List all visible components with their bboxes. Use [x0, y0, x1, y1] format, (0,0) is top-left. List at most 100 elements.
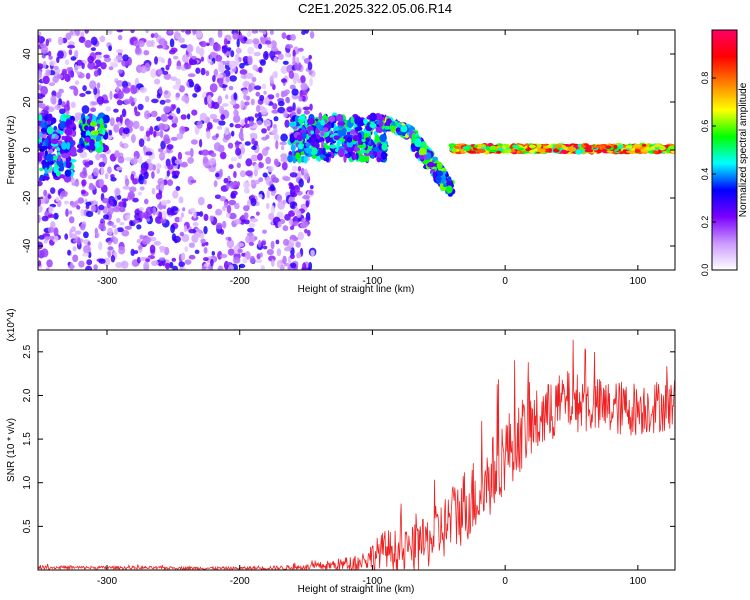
spectrogram-cell	[218, 79, 223, 88]
spectrogram-cell	[220, 253, 228, 259]
spectrogram-cell	[276, 260, 282, 269]
spectrogram-cell	[177, 151, 182, 161]
spectrogram-cell	[116, 99, 123, 106]
spectrogram-cell	[201, 264, 206, 270]
spectrogram-cell	[283, 110, 288, 118]
spectrogram-cell	[38, 180, 43, 187]
spectrogram-cell	[281, 161, 288, 171]
spectrogram-cell	[118, 246, 126, 255]
spectrogram-cell	[129, 157, 138, 165]
spectrogram-cell	[50, 187, 56, 195]
spectrogram-cell	[233, 256, 241, 264]
spectrogram-cell	[90, 36, 98, 46]
spectrogram-cell	[229, 100, 236, 105]
spectrogram-cell	[89, 139, 95, 147]
spectrogram-cell	[410, 143, 415, 150]
spectrogram-cell	[67, 41, 75, 46]
spectrogram-cell	[99, 153, 106, 158]
spectrogram-cell	[289, 225, 295, 230]
spectrogram-cell	[353, 153, 357, 160]
spectrogram-cell	[182, 54, 189, 63]
colorbar-frame	[711, 29, 738, 271]
spectrogram-cell	[136, 239, 142, 244]
spectrogram-cell	[226, 182, 230, 190]
spectrogram-cell	[258, 43, 263, 50]
spectrogram-cell	[203, 263, 209, 268]
spectrogram-cell	[187, 73, 196, 78]
spectrogram-cell	[103, 124, 108, 129]
spectrogram-cell	[96, 135, 102, 142]
spectrogram-cell	[310, 249, 315, 257]
spectrogram-cell	[215, 133, 219, 138]
spectrogram-cell	[248, 223, 256, 228]
spectrogram-cell	[277, 100, 285, 107]
spectrogram-cell	[224, 126, 230, 136]
spectrogram-cell	[102, 197, 109, 204]
spectrogram-cell	[282, 199, 287, 205]
spectrogram-region	[38, 113, 77, 183]
spectrogram-cell	[304, 228, 308, 234]
spectrogram-cell	[292, 155, 297, 164]
spectrogram-cell	[66, 119, 73, 126]
spectrogram-cell	[233, 114, 241, 123]
spectrogram-cell	[57, 36, 64, 46]
spectrogram-cell	[323, 142, 328, 147]
spectrogram-cell	[138, 207, 144, 211]
spectrogram-cell	[264, 96, 270, 106]
spectrogram-cell	[95, 152, 101, 161]
spectrogram-cell	[266, 249, 274, 256]
spectrogram-cell	[50, 221, 56, 229]
spectrogram-cell	[361, 138, 366, 143]
spectrogram-cell	[84, 161, 90, 168]
spectrogram-cell	[384, 122, 391, 127]
spectrogram-cell	[287, 265, 292, 270]
spectrogram-cell	[204, 241, 209, 246]
spectrogram-cell	[160, 113, 169, 122]
spectrogram-cell	[47, 226, 55, 233]
spectrogram-cell	[93, 70, 99, 77]
spectrogram-cell	[38, 248, 41, 257]
spectrogram-cell	[325, 154, 329, 163]
spectrogram-cell	[43, 239, 48, 244]
spectrogram-cell	[100, 166, 105, 176]
spectrogram-cell	[109, 90, 113, 100]
spectrogram-cell	[206, 122, 213, 130]
spectrogram-cell	[302, 262, 307, 270]
spectrogram-cell	[122, 127, 130, 135]
spectrogram-cell	[182, 207, 186, 212]
spectrogram-cell	[61, 153, 70, 159]
spectrogram-cell	[346, 136, 353, 143]
spectrogram-cell	[77, 237, 81, 246]
spectrogram-cell	[190, 179, 197, 184]
spectrogram-cell	[229, 75, 238, 82]
spectrogram-cell	[105, 106, 112, 112]
spectrogram-cell	[50, 95, 57, 105]
spectrogram-cell	[125, 120, 134, 129]
spectrogram-cell	[164, 90, 169, 95]
spectrogram-cell	[297, 78, 301, 84]
spectrogram-cell	[90, 107, 97, 112]
spectrogram-cell	[516, 150, 521, 154]
spectrogram-cell	[163, 150, 167, 154]
spectrogram-cell	[149, 126, 154, 135]
spectrogram-cell	[235, 147, 242, 156]
spectrogram-cell	[322, 147, 326, 156]
spectrogram-cell	[234, 218, 242, 225]
spectrogram-cell	[107, 166, 112, 174]
spectrogram-cell	[290, 205, 296, 210]
spectrogram-cell	[139, 256, 147, 261]
spectrogram-cell	[109, 117, 115, 127]
spectrogram-cell	[59, 120, 67, 130]
spectrogram-cell	[307, 118, 315, 125]
spectrogram-cell	[67, 249, 71, 256]
spectrogram-cell	[320, 131, 325, 137]
spectrogram-cell	[88, 251, 92, 259]
spectrogram-cell	[650, 146, 656, 150]
spectrogram-cell	[127, 191, 135, 200]
spectrogram-cell	[228, 164, 234, 170]
spectrogram-cell	[98, 161, 106, 168]
spectrogram-cell	[267, 94, 275, 100]
spectrogram-cell	[156, 168, 160, 175]
spectrogram-cell	[293, 184, 301, 193]
spectrogram-cell	[117, 194, 122, 200]
